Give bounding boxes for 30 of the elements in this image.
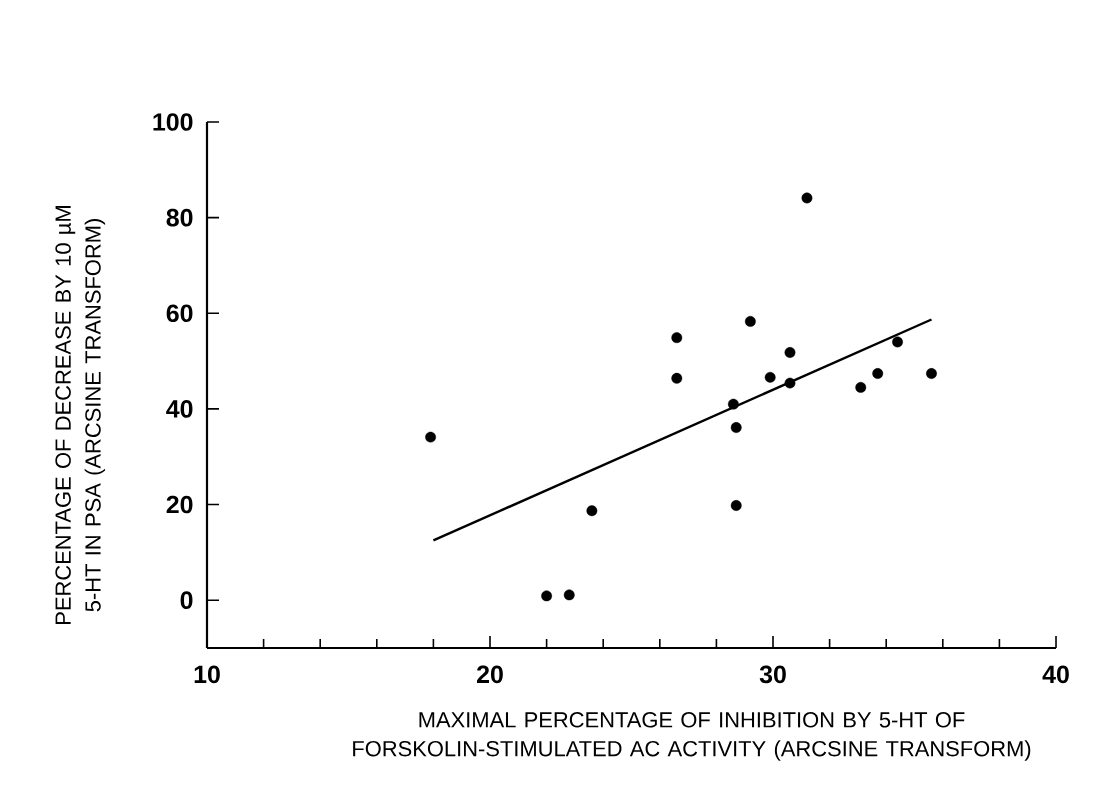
x-tick-label: 10 [194, 665, 220, 684]
point [671, 372, 683, 384]
point [586, 505, 598, 517]
y-tick-label: 40 [166, 400, 193, 418]
x-axis-title: MAXIMAL PERCENTAGE OF INHIBITION BY 5-HT OF FORSKOLIN-STIMULATED AC ACTIVITY (ARCSINE TRANSFORM) [353, 712, 1031, 761]
point [425, 431, 436, 443]
y-tick-label: 60 [166, 304, 193, 323]
point [671, 332, 683, 344]
y-tick-label: 20 [166, 495, 193, 514]
x-tick-label: 30 [759, 665, 786, 684]
y-tick-label: 0 [180, 591, 193, 610]
point [784, 377, 796, 389]
point [801, 192, 813, 204]
point [730, 422, 742, 433]
y-tick-label: 80 [166, 208, 193, 227]
point [855, 381, 867, 393]
point [541, 590, 552, 602]
y-tick-label: 100 [153, 113, 193, 131]
point [892, 336, 903, 348]
point [764, 371, 776, 383]
point [926, 368, 937, 379]
point [727, 398, 739, 410]
point [563, 589, 575, 601]
point [784, 347, 796, 358]
x-tick-label: 40 [1042, 665, 1069, 684]
x-tick-label: 20 [477, 665, 503, 684]
point [872, 368, 884, 379]
y-axis-title: PERCENTAGE OF DECREASE BY 10 µM 5-HT IN PSA (ARCSINE TRANSFORM) [55, 206, 106, 624]
point [744, 316, 756, 327]
point [730, 500, 742, 511]
